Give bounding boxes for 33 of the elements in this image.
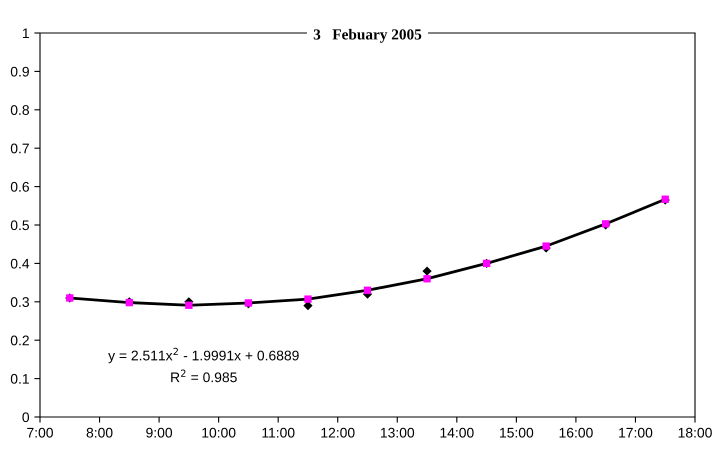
point — [542, 242, 550, 250]
point — [304, 295, 312, 303]
y-tick-label: 0.4 — [10, 258, 30, 269]
y-tick-label: 0.1 — [10, 374, 29, 384]
y-tick-label: 0.6 — [10, 182, 29, 192]
point — [422, 266, 432, 276]
chart-title: 3 Febuary 2005 — [314, 28, 422, 43]
annotation: y = 2.511x$^{2}$ - 1.9991x + 0.6889 — [108, 348, 299, 364]
y-tick-label: 1 — [22, 28, 29, 38]
x-tick-label: 11:00 — [262, 428, 295, 438]
x-tick-label: 7:00 — [27, 428, 53, 438]
point — [364, 286, 372, 294]
y-tick-label: 0.8 — [10, 105, 29, 115]
x-tick-label: 12:00 — [321, 428, 355, 438]
x-tick-label: 18:00 — [678, 428, 712, 438]
x-tick-label: 16:00 — [560, 428, 593, 438]
x-tick-label: 15:00 — [500, 428, 534, 438]
annotation: R$^{2}$ = 0.985 — [171, 370, 237, 382]
x-tick-label: 17:00 — [619, 428, 652, 438]
x-tick-label: 8:00 — [86, 428, 113, 438]
y-tick-label: 0.7 — [10, 144, 29, 154]
y-tick-label: 0.3 — [10, 297, 29, 307]
point — [423, 275, 431, 282]
x-tick-label: 14:00 — [440, 428, 474, 438]
y-tick-label: 0.2 — [10, 336, 29, 346]
y-tick-label: 0.5 — [10, 220, 30, 230]
y-tick-label: 0.9 — [10, 66, 29, 77]
point — [303, 301, 313, 310]
x-tick-label: 9:00 — [146, 428, 172, 438]
y-tick-label: 0 — [22, 412, 30, 422]
x-tick-label: 13:00 — [380, 428, 414, 438]
point — [185, 302, 193, 309]
x-tick-label: 10:00 — [202, 428, 236, 438]
